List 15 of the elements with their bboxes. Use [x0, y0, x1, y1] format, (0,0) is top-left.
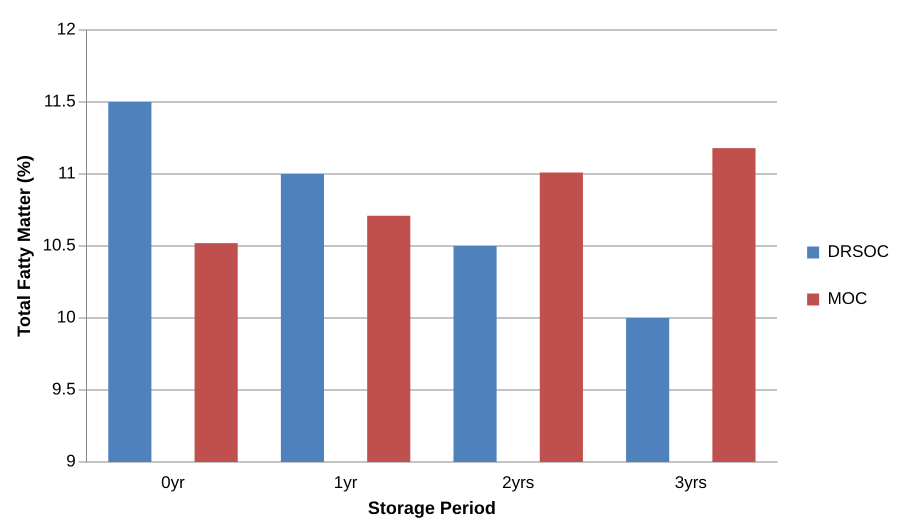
- y-tick-label: 9.5: [52, 380, 76, 399]
- x-tick-label: 2yrs: [502, 472, 534, 492]
- y-axis-title: Total Fatty Matter (%): [14, 155, 34, 337]
- x-axis-title: Storage Period: [368, 498, 496, 518]
- x-tick-label: 1yr: [334, 472, 358, 492]
- y-tick-label: 9: [66, 452, 76, 471]
- legend-label: MOC: [828, 289, 868, 308]
- y-tick-label: 10.5: [42, 236, 76, 255]
- x-tick-label: 3yrs: [674, 472, 707, 492]
- x-tick-label: 0yr: [161, 472, 186, 492]
- y-tick-label: 12: [56, 20, 76, 39]
- y-tick-label: 11: [58, 164, 76, 183]
- legend-label: DRSOC: [828, 242, 890, 262]
- y-tick-label: 10: [56, 308, 76, 327]
- y-tick-label: 11.5: [44, 92, 76, 111]
